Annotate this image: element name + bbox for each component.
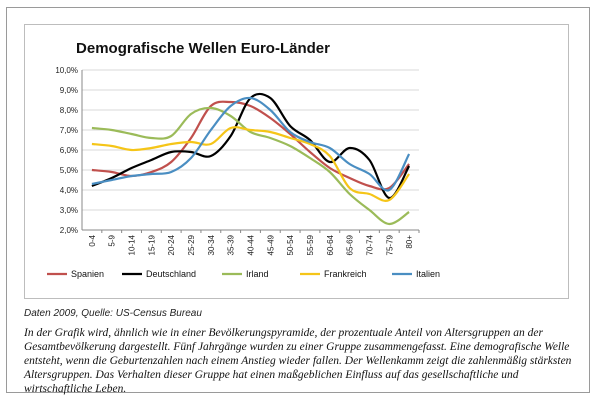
y-tick-label: 3,0% [60,206,78,215]
x-tick-label: 0-4 [88,234,97,246]
x-tick-label: 35-39 [227,234,236,255]
series-line-italien [91,96,411,192]
series-lines [91,92,411,226]
x-tick-label: 25-29 [187,234,196,255]
y-tick-label: 2,0% [60,226,78,235]
caption-text: In der Grafik wird, ähnlich wie in einer… [24,327,572,395]
figure-frame: Demografische Wellen Euro-Länder 2,0% 3,0… [6,7,590,395]
line-chart: Demografische Wellen Euro-Länder 2,0% 3,0… [47,40,440,279]
x-tick-label: 5-9 [108,234,117,246]
x-tick-label: 70-74 [365,234,374,255]
legend-label: Deutschland [146,269,196,279]
x-tick-label: 55-59 [306,234,315,255]
x-tick-label: 30-34 [207,234,216,255]
legend-label: Irland [246,269,269,279]
y-tick-label: 5,0% [60,166,78,175]
x-tick-label: 20-24 [167,234,176,255]
series-line-spanien [91,100,410,191]
y-tick-label: 10,0% [55,66,78,75]
y-tick-label: 8,0% [60,106,78,115]
legend-label: Spanien [71,269,104,279]
x-tick-label: 75-79 [385,234,394,255]
x-tick-label: 10-14 [128,234,137,255]
y-tick-label: 7,0% [60,126,78,135]
chart-container: Demografische Wellen Euro-Länder 2,0% 3,0… [24,24,569,299]
x-tick-label: 40-44 [247,234,256,255]
legend-label: Frankreich [324,269,367,279]
x-tick-label: 15-19 [147,234,156,255]
chart-title: Demografische Wellen Euro-Länder [76,40,330,57]
x-tick-label: 50-54 [286,234,295,255]
legend: Spanien Deutschland Irland Frankreich Italie… [47,269,440,279]
x-tick-label: 60-64 [326,234,335,255]
series-line-frankreich [91,126,410,202]
x-tick-label: 80+ [405,235,414,249]
x-tick-label: 45-49 [266,234,275,255]
y-tick-label: 4,0% [60,186,78,195]
series-line-irland [91,106,410,226]
legend-label: Italien [416,269,440,279]
y-tick-label: 6,0% [60,146,78,155]
x-axis-ticks: 0-4 5-9 10-14 15-19 20-24 25-29 30-34 35-39 40-4… [88,230,420,255]
x-tick-label: 65-69 [346,234,355,255]
y-axis-ticks: 2,0% 3,0% 4,0% 5,0% 6,0% 7,0% 8,0% 9,0% 10,0% [55,66,78,235]
y-tick-label: 9,0% [60,86,78,95]
source-note: Daten 2009, Quelle: US-Census Bureau [24,308,202,319]
